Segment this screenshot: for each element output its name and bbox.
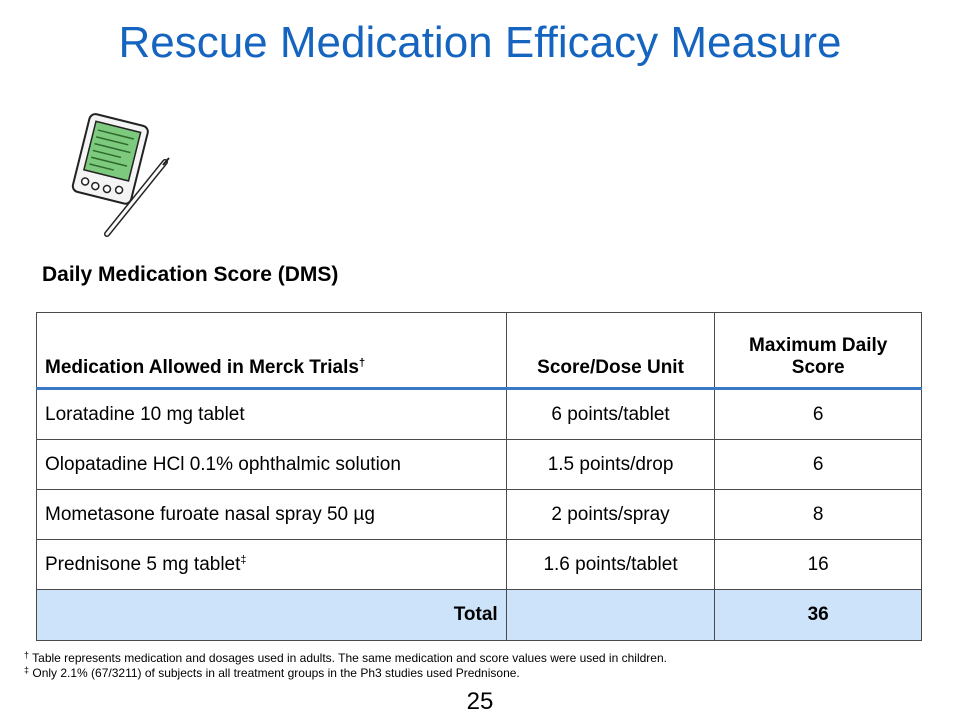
pda-stylus-icon: [71, 113, 170, 237]
cell-max: 8: [714, 489, 922, 540]
page-number: 25: [466, 688, 494, 715]
medication-name: Mometasone furoate nasal spray 50 µg: [45, 503, 375, 525]
total-row: Total 36: [36, 589, 922, 641]
header-medication: Medication Allowed in Merck Trials†: [36, 312, 507, 390]
cell-max: 6: [714, 388, 922, 440]
footnote-mark: †: [24, 650, 30, 660]
table-row: Olopatadine HCl 0.1% ophthalmic solution…: [36, 439, 922, 490]
total-label: Total: [36, 589, 507, 641]
footnote-mark: ‡: [240, 553, 247, 566]
footnote-mark: ‡: [24, 665, 30, 675]
footnote: † Table represents medication and dosage…: [24, 651, 667, 666]
table-subtitle: Daily Medication Score (DMS): [42, 263, 339, 286]
slide-title: Rescue Medication Efficacy Measure: [118, 18, 842, 67]
total-score: [505, 589, 716, 641]
table-row: Mometasone furoate nasal spray 50 µg 2 p…: [36, 489, 922, 540]
cell-score: 1.6 points/tablet: [505, 539, 716, 590]
cell-max: 6: [714, 439, 922, 490]
table-header-row: Medication Allowed in Merck Trials† Scor…: [36, 312, 922, 390]
header-score-dose: Score/Dose Unit: [505, 312, 716, 390]
dms-table: Medication Allowed in Merck Trials† Scor…: [36, 312, 922, 641]
medication-name: Loratadine 10 mg tablet: [45, 403, 245, 425]
footnote-text: Only 2.1% (67/3211) of subjects in all t…: [32, 666, 520, 680]
footnote-text: Table represents medication and dosages …: [32, 651, 667, 665]
cell-score: 6 points/tablet: [505, 388, 716, 440]
total-max: 36: [714, 589, 922, 641]
cell-medication: Mometasone furoate nasal spray 50 µg: [36, 489, 507, 540]
cell-medication: Olopatadine HCl 0.1% ophthalmic solution: [36, 439, 507, 490]
cell-score: 2 points/spray: [505, 489, 716, 540]
table-row: Prednisone 5 mg tablet‡ 1.6 points/table…: [36, 539, 922, 590]
cell-max: 16: [714, 539, 922, 590]
cell-medication: Prednisone 5 mg tablet‡: [36, 539, 507, 590]
header-medication-label: Medication Allowed in Merck Trials: [45, 357, 359, 378]
cell-score: 1.5 points/drop: [505, 439, 716, 490]
cell-medication: Loratadine 10 mg tablet: [36, 388, 507, 440]
footnotes: † Table represents medication and dosage…: [24, 651, 667, 681]
header-max-daily-score: Maximum Daily Score: [714, 312, 922, 390]
table-row: Loratadine 10 mg tablet 6 points/tablet …: [36, 388, 922, 440]
dagger-mark: †: [358, 357, 366, 369]
medication-name: Prednisone 5 mg tablet: [45, 553, 241, 575]
medication-name: Olopatadine HCl 0.1% ophthalmic solution: [45, 453, 401, 475]
footnote: ‡ Only 2.1% (67/3211) of subjects in all…: [24, 666, 667, 681]
